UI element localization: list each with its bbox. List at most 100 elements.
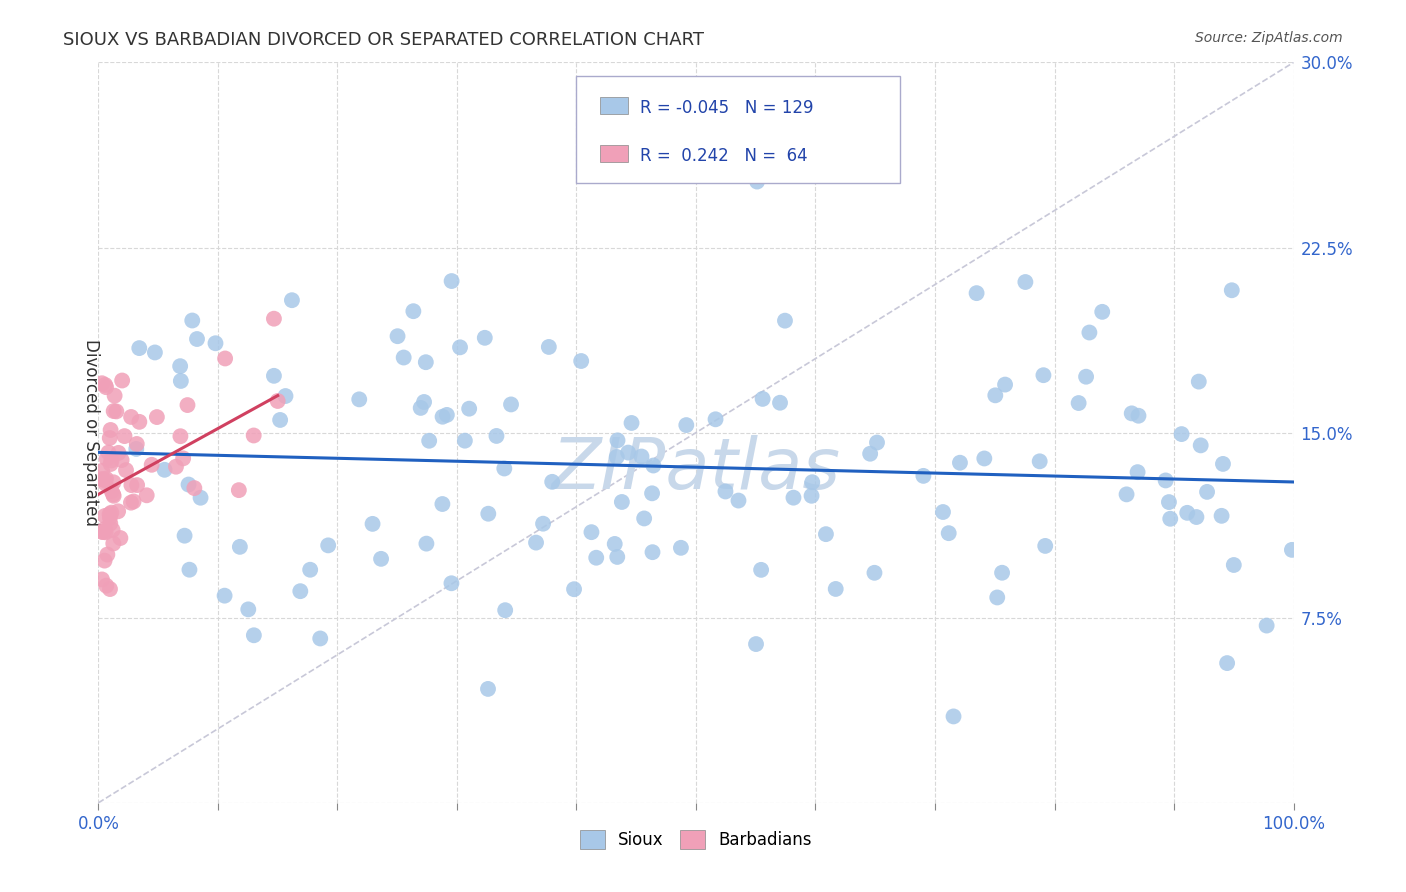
Point [1188, 375, 1211, 389]
Point [1154, 474, 1177, 488]
Point [269, 413, 291, 427]
Point [932, 505, 955, 519]
Point [204, 336, 226, 351]
Y-axis label: Divorced or Separated: Divorced or Separated [82, 339, 100, 526]
Point [562, 582, 585, 597]
Point [190, 491, 212, 505]
Point [499, 397, 522, 411]
Point [100, 483, 122, 498]
Point [1067, 396, 1090, 410]
Point [228, 483, 250, 497]
Point [494, 603, 516, 617]
Point [103, 475, 125, 490]
Point [432, 497, 454, 511]
Point [1185, 510, 1208, 524]
Point [98, 516, 121, 531]
Point [524, 535, 547, 549]
Point [814, 527, 837, 541]
Point [859, 447, 882, 461]
Point [96, 548, 118, 562]
Point [267, 394, 290, 409]
Point [773, 313, 796, 327]
Point [1157, 495, 1180, 509]
Point [603, 537, 626, 551]
Point [107, 446, 129, 460]
Point [714, 484, 737, 499]
Point [1074, 369, 1097, 384]
Point [630, 450, 652, 464]
Point [1256, 618, 1278, 632]
Point [477, 681, 499, 696]
Point [801, 475, 824, 490]
Point [91, 524, 114, 539]
Point [122, 494, 145, 508]
Point [94, 525, 117, 540]
Point [242, 428, 264, 442]
Point [1091, 305, 1114, 319]
Point [183, 481, 205, 495]
Point [432, 409, 454, 424]
Legend: Sioux, Barbadians: Sioux, Barbadians [571, 822, 821, 857]
Point [727, 493, 749, 508]
Point [1220, 283, 1243, 297]
Point [986, 591, 1008, 605]
Point [94, 472, 117, 486]
Point [91, 524, 114, 539]
Point [633, 511, 655, 525]
Text: R =  0.242   N =  64: R = 0.242 N = 64 [640, 147, 807, 165]
Point [541, 475, 564, 489]
Point [96, 579, 118, 593]
Point [387, 329, 409, 343]
Point [177, 477, 200, 491]
Point [101, 523, 124, 537]
Point [281, 293, 304, 308]
Point [91, 464, 114, 478]
Point [1032, 368, 1054, 383]
Point [114, 429, 136, 443]
Point [942, 709, 965, 723]
Point [751, 392, 773, 406]
Point [97, 445, 120, 459]
Point [94, 380, 117, 394]
Point [100, 423, 122, 437]
Point [912, 468, 935, 483]
Point [641, 545, 664, 559]
Point [93, 553, 115, 567]
Point [170, 374, 193, 388]
Point [620, 416, 643, 430]
Point [1126, 465, 1149, 479]
Point [1078, 326, 1101, 340]
Point [316, 538, 339, 552]
Point [120, 496, 142, 510]
Text: SIOUX VS BARBADIAN DIVORCED OR SEPARATED CORRELATION CHART: SIOUX VS BARBADIAN DIVORCED OR SEPARATED… [63, 31, 704, 49]
Point [863, 566, 886, 580]
Point [745, 175, 768, 189]
Point [1175, 506, 1198, 520]
Point [800, 489, 823, 503]
Point [370, 552, 392, 566]
Point [569, 354, 592, 368]
Point [477, 507, 499, 521]
Point [454, 434, 477, 448]
Point [115, 463, 138, 477]
Point [1216, 656, 1239, 670]
Point [966, 286, 988, 301]
Point [1115, 487, 1137, 501]
Point [494, 461, 516, 475]
Point [173, 529, 195, 543]
Point [392, 351, 415, 365]
Point [418, 434, 440, 448]
Point [274, 389, 297, 403]
Point [94, 378, 117, 392]
Point [125, 442, 148, 456]
Point [1121, 406, 1143, 420]
Point [176, 398, 198, 412]
Point [531, 516, 554, 531]
Point [1028, 454, 1050, 468]
Point [824, 582, 846, 596]
Point [100, 453, 122, 467]
Point [1211, 508, 1233, 523]
Point [120, 478, 142, 492]
Point [103, 489, 125, 503]
Point [866, 435, 889, 450]
